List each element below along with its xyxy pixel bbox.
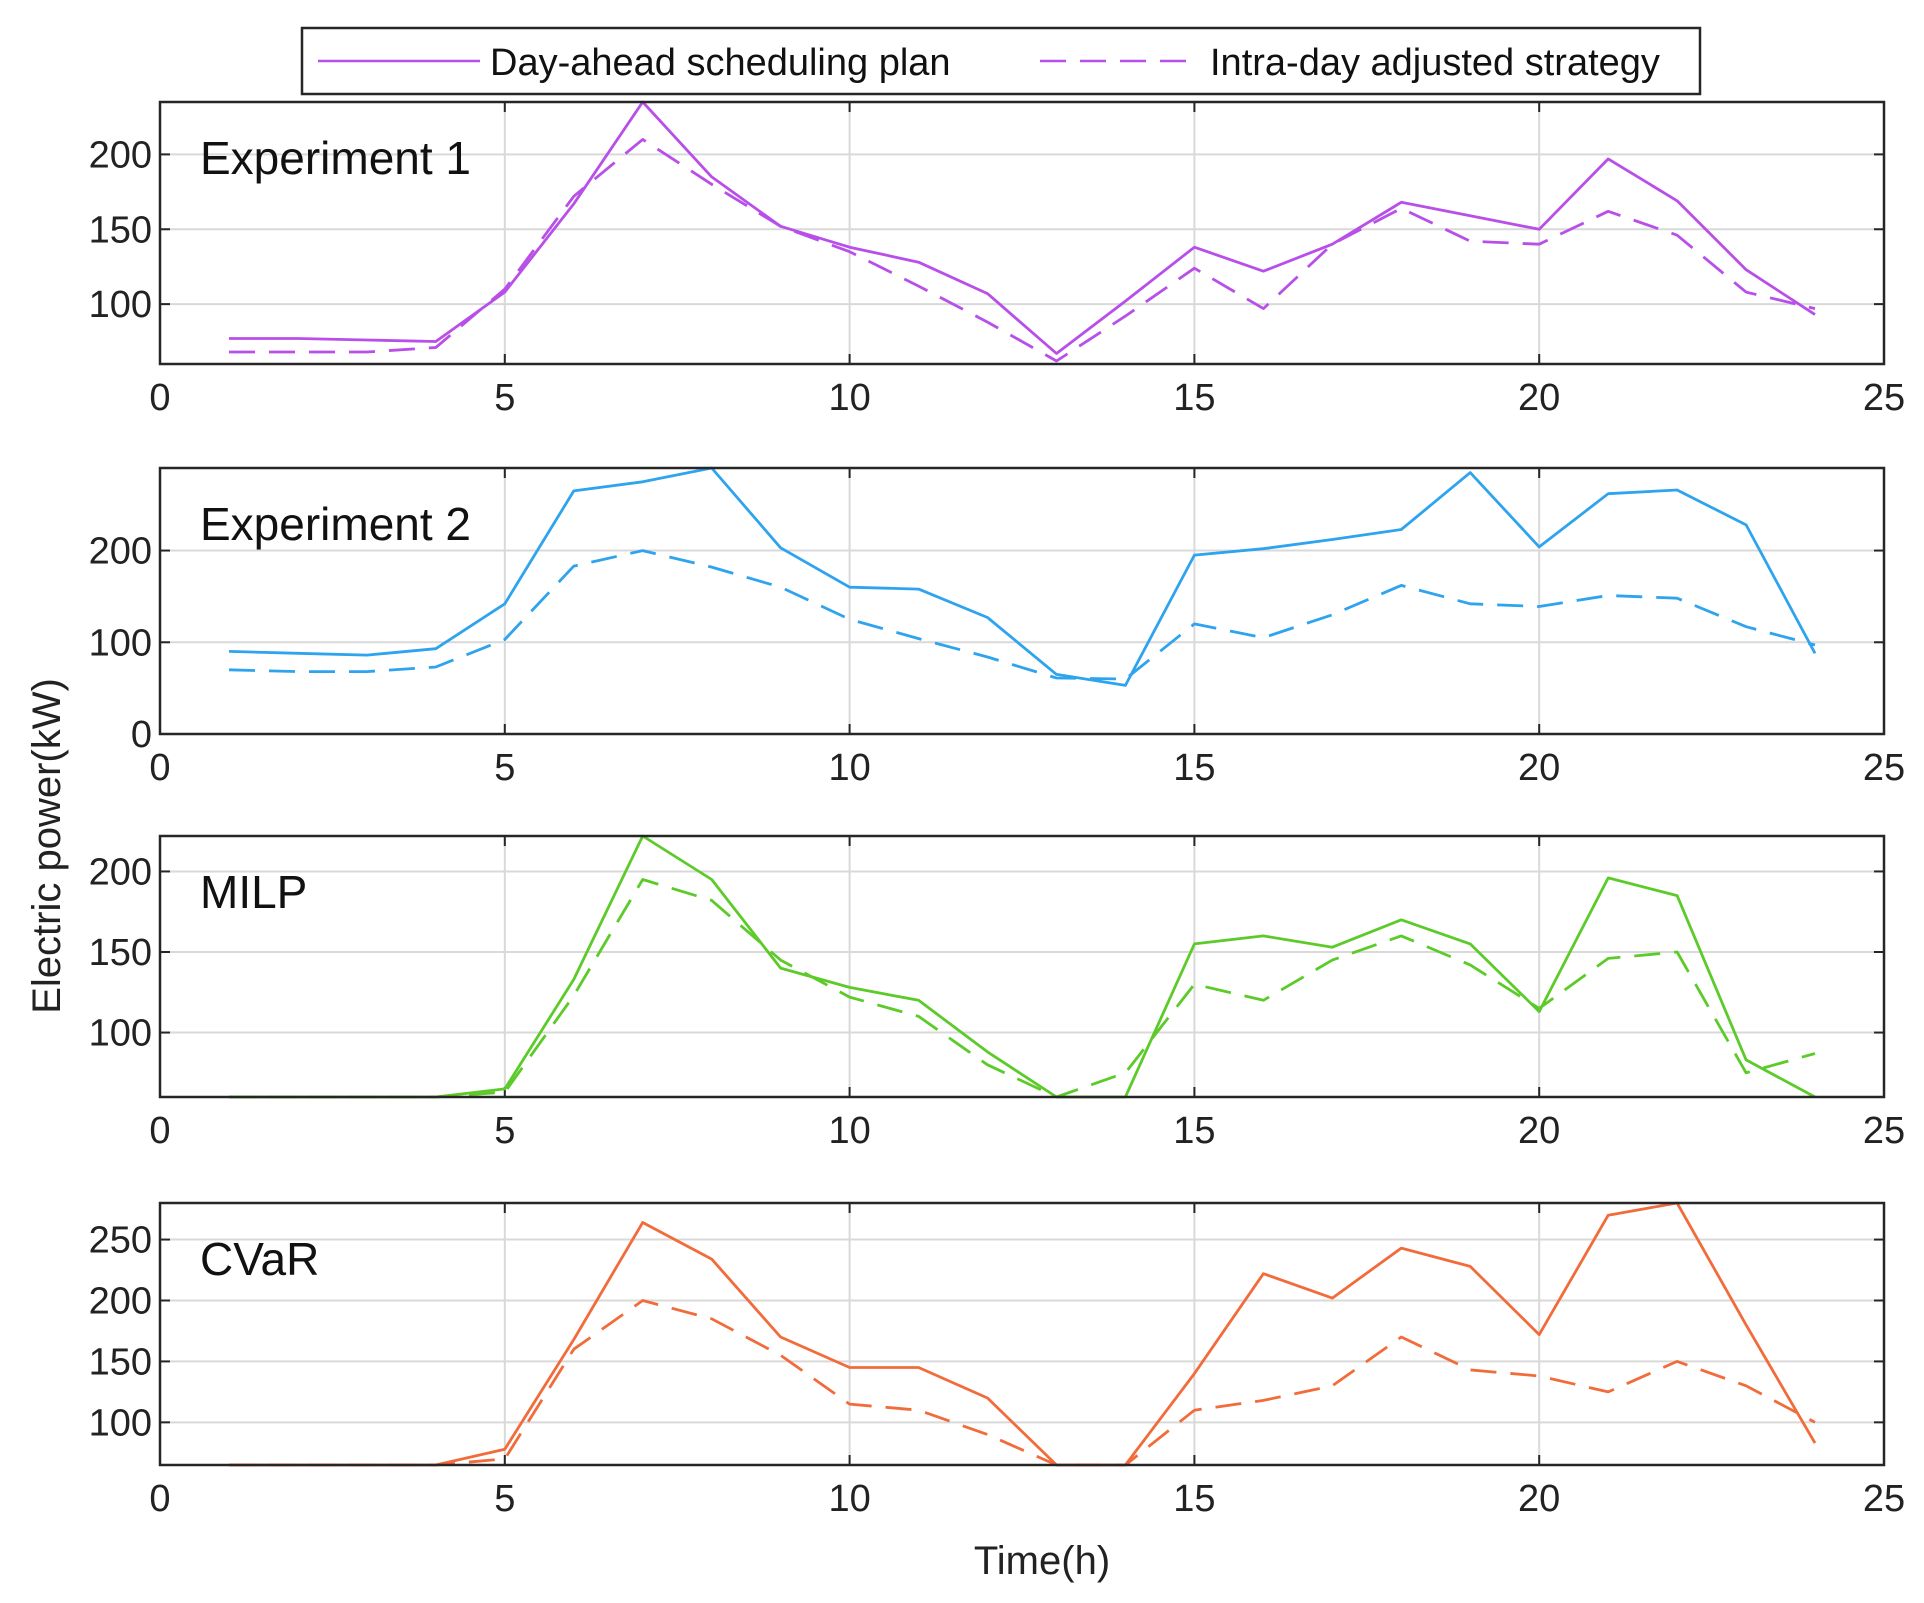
- axes-box: [158, 834, 1886, 1099]
- x-tick-label: 15: [1173, 747, 1215, 789]
- panel-title: Experiment 2: [200, 498, 471, 550]
- x-tick-label: 25: [1863, 1110, 1905, 1152]
- y-tick-label: 100: [89, 284, 152, 326]
- legend-box: [300, 26, 1702, 96]
- chart-panel-1: 0 5 10 15 20 25 100 150 200 Experiment 1: [89, 100, 1905, 419]
- y-tick-label: 150: [89, 209, 152, 251]
- x-tick-label: 25: [1863, 747, 1905, 789]
- y-tick-label: 150: [89, 932, 152, 974]
- x-tick-label: 10: [828, 1478, 870, 1520]
- y-tick-label: 100: [89, 1402, 152, 1444]
- x-tick-label: 20: [1518, 1478, 1560, 1520]
- chart-panel-2: 0 5 10 15 20 25 0 100 200 Experiment 2: [89, 466, 1905, 789]
- intra-day-series-line: [229, 1299, 1816, 1467]
- x-tick-label: 5: [494, 1478, 515, 1520]
- intra-day-series-line: [229, 137, 1816, 363]
- x-tick-label: 15: [1173, 1478, 1215, 1520]
- y-tick-label: 200: [89, 531, 152, 573]
- x-tick-label: 5: [494, 747, 515, 789]
- y-tick-label: 200: [89, 1280, 152, 1322]
- x-tick-label: 15: [1173, 1110, 1215, 1152]
- x-tick-label: 0: [149, 747, 170, 789]
- chart-panel-3: 0 5 10 15 20 25 100 150 200 MILP: [89, 834, 1905, 1152]
- x-tick-label: 5: [494, 377, 515, 419]
- x-tick-label: 10: [828, 377, 870, 419]
- legend-entry-intra-day: Intra-day adjusted strategy: [1210, 42, 1660, 84]
- y-tick-label: 0: [131, 714, 152, 756]
- x-tick-label: 10: [828, 1110, 870, 1152]
- x-tick-label: 5: [494, 1110, 515, 1152]
- x-tick-label: 0: [149, 1110, 170, 1152]
- axes-box: [158, 100, 1886, 366]
- x-tick-label: 10: [828, 747, 870, 789]
- panel-title: MILP: [200, 866, 307, 918]
- axes-box: [158, 1201, 1886, 1467]
- axes-box: [158, 466, 1886, 736]
- y-tick-label: 200: [89, 851, 152, 893]
- chart-panel-4: 0 5 10 15 20 25 100 150 200 250 CVaR: [89, 1201, 1905, 1520]
- x-tick-label: 25: [1863, 377, 1905, 419]
- x-tick-label: 25: [1863, 1478, 1905, 1520]
- x-tick-label: 20: [1518, 377, 1560, 419]
- x-axis-label: Time(h): [974, 1539, 1110, 1583]
- panel-title: Experiment 1: [200, 132, 471, 184]
- x-tick-label: 20: [1518, 1110, 1560, 1152]
- y-tick-label: 100: [89, 1013, 152, 1055]
- intra-day-series-line: [229, 878, 1816, 1099]
- y-tick-label: 150: [89, 1341, 152, 1383]
- y-tick-label: 250: [89, 1220, 152, 1262]
- intra-day-series-line: [228, 549, 1816, 681]
- day-ahead-series-line: [229, 834, 1816, 1099]
- x-tick-label: 20: [1518, 747, 1560, 789]
- y-tick-label: 100: [89, 622, 152, 664]
- day-ahead-series-line: [228, 466, 1817, 687]
- legend: Day-ahead scheduling plan Intra-day adju…: [300, 26, 1702, 96]
- x-tick-label: 0: [149, 1478, 170, 1520]
- y-tick-label: 200: [89, 134, 152, 176]
- y-axis-label: Electric power(kW): [25, 678, 69, 1014]
- day-ahead-series-line: [229, 1201, 1817, 1467]
- panel-title: CVaR: [200, 1233, 319, 1285]
- x-tick-label: 15: [1173, 377, 1215, 419]
- x-tick-label: 0: [149, 377, 170, 419]
- legend-entry-day-ahead: Day-ahead scheduling plan: [490, 42, 951, 84]
